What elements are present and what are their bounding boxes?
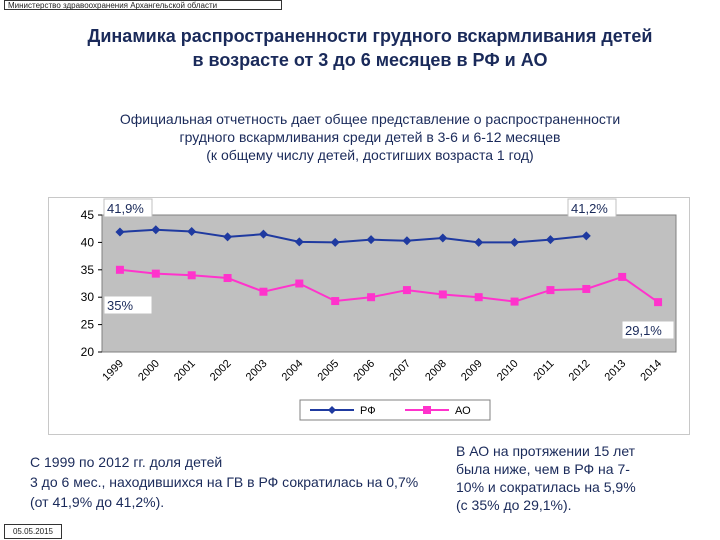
x-tick-label: 2006 xyxy=(351,358,377,384)
x-tick-label: 2005 xyxy=(316,358,342,384)
legend-box xyxy=(299,399,491,421)
x-tick-label: 2007 xyxy=(387,358,413,384)
series-point-1 xyxy=(115,265,124,274)
legend-marker-1 xyxy=(423,406,431,414)
x-tick-label: 2014 xyxy=(638,358,664,384)
series-point-1 xyxy=(223,274,232,283)
series-point-0 xyxy=(151,225,161,235)
title-line-1: Динамика распространенности грудного вск… xyxy=(87,26,653,46)
annotation-label: 29,1% xyxy=(625,323,662,338)
series-point-0 xyxy=(474,237,484,247)
subtitle-line-3: (к общему числу детей, достигших возраст… xyxy=(206,147,534,163)
annotation-label: 41,9% xyxy=(107,201,144,216)
ministry-label: Министерство здравоохранения Архангельск… xyxy=(4,0,282,10)
note-rf-line-2: 3 до 6 мес., находившихся на ГВ в РФ сок… xyxy=(30,474,419,490)
series-point-1 xyxy=(402,286,411,295)
series-point-1 xyxy=(618,272,627,281)
x-tick-label: 2010 xyxy=(495,358,521,384)
series-point-1 xyxy=(438,290,447,299)
series-point-0 xyxy=(366,235,376,245)
plot-area xyxy=(101,214,677,353)
x-tick-label: 2004 xyxy=(280,358,306,384)
note-ao-line-1: В АО на протяжении 15 лет xyxy=(456,443,636,459)
series-point-0 xyxy=(438,233,448,243)
series-point-0 xyxy=(294,237,304,247)
series-point-1 xyxy=(546,286,555,295)
note-rf-line-3: (от 41,9% до 41,2%). xyxy=(30,494,165,510)
series-point-1 xyxy=(295,279,304,288)
x-tick-label: 2013 xyxy=(603,358,629,384)
series-point-0 xyxy=(223,232,233,242)
series-point-0 xyxy=(187,226,197,236)
x-tick-label: 2009 xyxy=(459,358,485,384)
slide-subtitle: Официальная отчетность дает общее предст… xyxy=(40,110,700,164)
note-ao-line-2: была ниже, чем в РФ на 7- xyxy=(456,461,630,477)
series-line-0 xyxy=(119,228,587,244)
series-point-1 xyxy=(654,298,663,307)
x-tick-label: 2000 xyxy=(136,358,162,384)
series-point-0 xyxy=(581,231,591,241)
series-point-0 xyxy=(330,237,340,247)
x-tick-label: 2003 xyxy=(244,358,270,384)
subtitle-line-2: грудного вскармливания среди детей в 3-6… xyxy=(179,129,561,145)
annotation-label: 35% xyxy=(107,298,133,313)
annotation-box xyxy=(621,320,675,340)
series-point-1 xyxy=(259,287,268,296)
series-point-1 xyxy=(367,293,376,302)
y-tick-label: 35 xyxy=(81,263,95,277)
legend-label-0: РФ xyxy=(360,405,376,417)
note-ao-line-3: 10% и сократилась на 5,9% xyxy=(456,479,636,495)
series-point-1 xyxy=(151,269,160,278)
y-tick-label: 25 xyxy=(81,318,95,332)
series-point-1 xyxy=(510,297,519,306)
note-rf-line-1: С 1999 по 2012 гг. доля детей xyxy=(30,454,223,470)
note-ao-line-4: (с 35% до 29,1%). xyxy=(456,497,572,513)
series-point-0 xyxy=(258,229,268,239)
annotation-box xyxy=(567,198,617,218)
series-point-0 xyxy=(402,236,412,246)
annotation-box xyxy=(103,295,153,315)
annotation-box xyxy=(103,198,153,218)
series-point-0 xyxy=(115,227,125,237)
y-tick-label: 20 xyxy=(81,345,95,359)
x-tick-label: 2012 xyxy=(567,358,593,384)
series-point-1 xyxy=(582,284,591,293)
series-line-1 xyxy=(119,268,659,303)
series-point-0 xyxy=(545,235,555,245)
title-line-2: в возрасте от 3 до 6 месяцев в РФ и АО xyxy=(192,50,548,70)
series-point-0 xyxy=(510,237,520,247)
y-tick-label: 45 xyxy=(81,208,95,222)
x-tick-label: 2011 xyxy=(531,358,556,383)
note-ao: В АО на протяжении 15 лет была ниже, чем… xyxy=(456,442,706,514)
legend-label-1: АО xyxy=(455,405,471,417)
legend-marker-0 xyxy=(328,406,336,414)
annotation-label: 41,2% xyxy=(571,201,608,216)
y-tick-label: 40 xyxy=(81,235,95,249)
series-point-1 xyxy=(474,293,483,302)
subtitle-line-1: Официальная отчетность дает общее предст… xyxy=(119,111,621,127)
x-tick-label: 1999 xyxy=(100,358,126,384)
note-rf: С 1999 по 2012 гг. доля детей 3 до 6 мес… xyxy=(30,452,450,512)
series-point-1 xyxy=(187,271,196,280)
slide-title: Динамика распространенности грудного вск… xyxy=(30,24,710,72)
x-tick-label: 2008 xyxy=(423,358,449,384)
x-tick-label: 2001 xyxy=(172,358,198,384)
series-point-1 xyxy=(331,297,340,306)
date-label: 05.05.2015 xyxy=(4,524,62,539)
x-tick-label: 2002 xyxy=(208,358,234,384)
y-tick-label: 30 xyxy=(81,290,95,304)
